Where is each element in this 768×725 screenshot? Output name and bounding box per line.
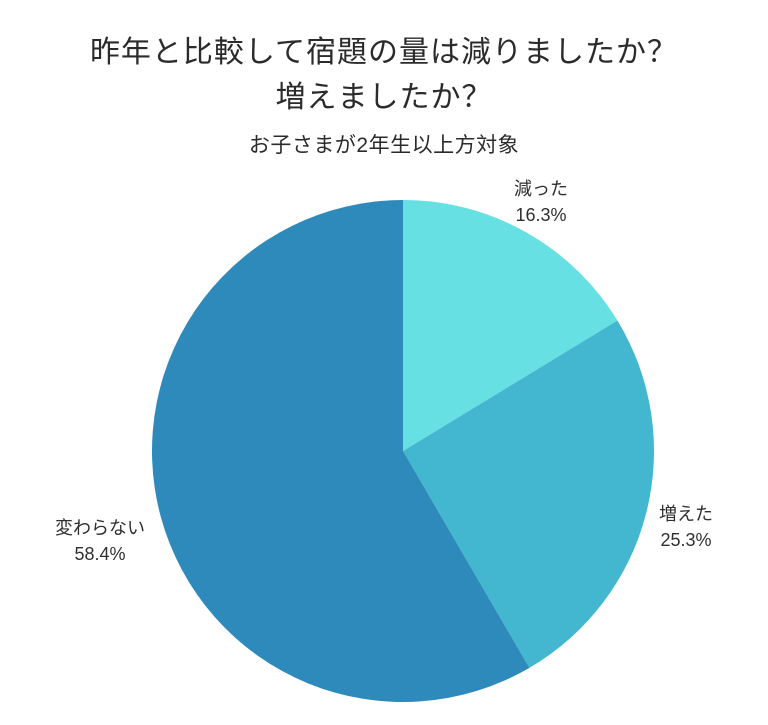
slice-label-fueta: 増えた 25.3% xyxy=(659,501,713,553)
slice-label-text: 変わらない xyxy=(55,518,145,538)
slice-label-text: 減った xyxy=(514,179,568,199)
pie-slice-2 xyxy=(152,200,530,702)
slice-percent-text: 58.4% xyxy=(74,544,126,564)
chart-title: 昨年と比較して宿題の量は減りましたか？ 増えましたか？ xyxy=(0,30,768,120)
slice-percent-text: 16.3% xyxy=(515,205,567,225)
slice-label-text: 増えた xyxy=(659,504,713,524)
chart-title-line2: 増えましたか？ xyxy=(275,81,493,114)
pie-slice-0 xyxy=(403,200,618,451)
slice-label-hetta: 減った 16.3% xyxy=(514,176,568,228)
pie-svg xyxy=(152,200,654,702)
pie-slice-1 xyxy=(403,320,654,668)
slice-percent-text: 25.3% xyxy=(660,530,712,550)
chart-subtitle: お子さまが2年生以上方対象 xyxy=(248,134,520,157)
slice-label-kawaranai: 変わらない 58.4% xyxy=(55,515,145,567)
chart-title-line1: 昨年と比較して宿題の量は減りましたか？ xyxy=(89,36,679,69)
pie-chart xyxy=(152,200,654,702)
